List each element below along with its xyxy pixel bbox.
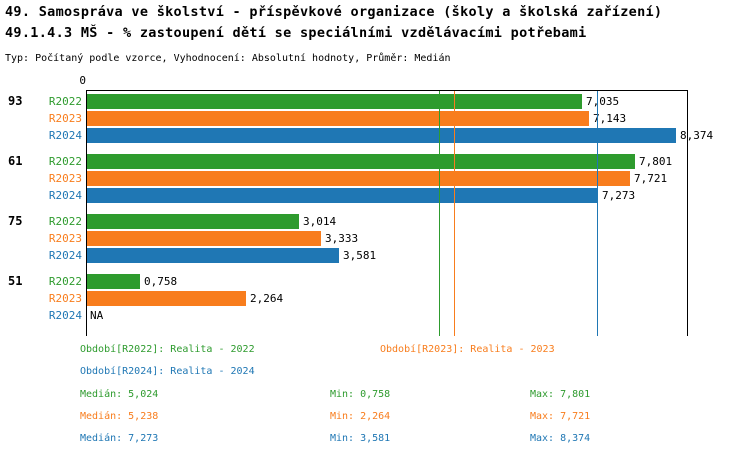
group-label-75: 75 bbox=[8, 214, 23, 228]
series-label-R2022: R2022 bbox=[48, 275, 82, 288]
bar-value-label: 8,374 bbox=[680, 129, 714, 142]
stat-median-2023: Medián: 5,238 bbox=[80, 411, 159, 422]
stat-max-2022: Max: 7,801 bbox=[530, 389, 591, 400]
stat-max-2023: Max: 7,721 bbox=[530, 411, 591, 422]
stat-max-2024: Max: 8,374 bbox=[530, 433, 591, 444]
bar-value-label: 7,143 bbox=[593, 112, 627, 125]
bar-R2023 bbox=[87, 291, 246, 306]
series-label-R2024: R2024 bbox=[48, 249, 82, 262]
stat-min-2024: Min: 3,581 bbox=[330, 433, 391, 444]
stat-median-2024: Medián: 7,273 bbox=[80, 433, 159, 444]
bar-R2024 bbox=[87, 248, 339, 263]
bar-value-na: NA bbox=[90, 309, 104, 322]
bar-value-label: 7,801 bbox=[639, 155, 673, 168]
median-line-R2022 bbox=[439, 91, 440, 336]
group-label-93: 93 bbox=[8, 94, 23, 108]
axis-line-top bbox=[86, 90, 688, 91]
bar-R2023 bbox=[87, 111, 589, 126]
bar-value-label: 3,333 bbox=[325, 232, 359, 245]
series-label-R2023: R2023 bbox=[48, 292, 82, 305]
bar-R2022 bbox=[87, 214, 299, 229]
legend-item-2024: Období[R2024]: Realita - 2024 bbox=[80, 366, 255, 377]
stat-median-2022: Medián: 5,024 bbox=[80, 389, 159, 400]
series-label-R2024: R2024 bbox=[48, 309, 82, 322]
median-line-R2024 bbox=[597, 91, 598, 336]
bar-value-label: 3,581 bbox=[343, 249, 377, 262]
bar-value-label: 7,273 bbox=[602, 189, 636, 202]
bar-value-label: 3,014 bbox=[303, 215, 337, 228]
stat-min-2022: Min: 0,758 bbox=[330, 389, 391, 400]
report-meta: Typ: Počítaný podle vzorce, Vyhodnocení:… bbox=[5, 53, 451, 64]
legend-item-2022: Období[R2022]: Realita - 2022 bbox=[80, 344, 255, 355]
bar-R2022 bbox=[87, 154, 635, 169]
series-label-R2024: R2024 bbox=[48, 129, 82, 142]
bar-R2022 bbox=[87, 94, 582, 109]
series-label-R2022: R2022 bbox=[48, 155, 82, 168]
bar-R2022 bbox=[87, 274, 140, 289]
axis-line-right bbox=[687, 90, 688, 336]
stat-min-2023: Min: 2,264 bbox=[330, 411, 391, 422]
bar-R2024 bbox=[87, 128, 676, 143]
series-label-R2022: R2022 bbox=[48, 95, 82, 108]
median-line-R2023 bbox=[454, 91, 455, 336]
bar-value-label: 7,035 bbox=[586, 95, 620, 108]
axis-line-left bbox=[86, 90, 87, 336]
series-label-R2023: R2023 bbox=[48, 172, 82, 185]
group-label-61: 61 bbox=[8, 154, 23, 168]
bar-R2023 bbox=[87, 231, 321, 246]
bar-R2023 bbox=[87, 171, 630, 186]
axis-origin-label: 0 bbox=[79, 74, 86, 87]
group-label-51: 51 bbox=[8, 274, 23, 288]
bar-value-label: 7,721 bbox=[634, 172, 668, 185]
bar-value-label: 2,264 bbox=[250, 292, 284, 305]
series-label-R2022: R2022 bbox=[48, 215, 82, 228]
indicator-title: 49.1.4.3 MŠ - % zastoupení dětí se speci… bbox=[5, 25, 587, 41]
legend-item-2023: Období[R2023]: Realita - 2023 bbox=[380, 344, 555, 355]
series-label-R2023: R2023 bbox=[48, 112, 82, 125]
series-label-R2024: R2024 bbox=[48, 189, 82, 202]
report-title: 49. Samospráva ve školství - příspěvkové… bbox=[5, 4, 663, 20]
bar-value-label: 0,758 bbox=[144, 275, 178, 288]
series-label-R2023: R2023 bbox=[48, 232, 82, 245]
bar-R2024 bbox=[87, 188, 598, 203]
